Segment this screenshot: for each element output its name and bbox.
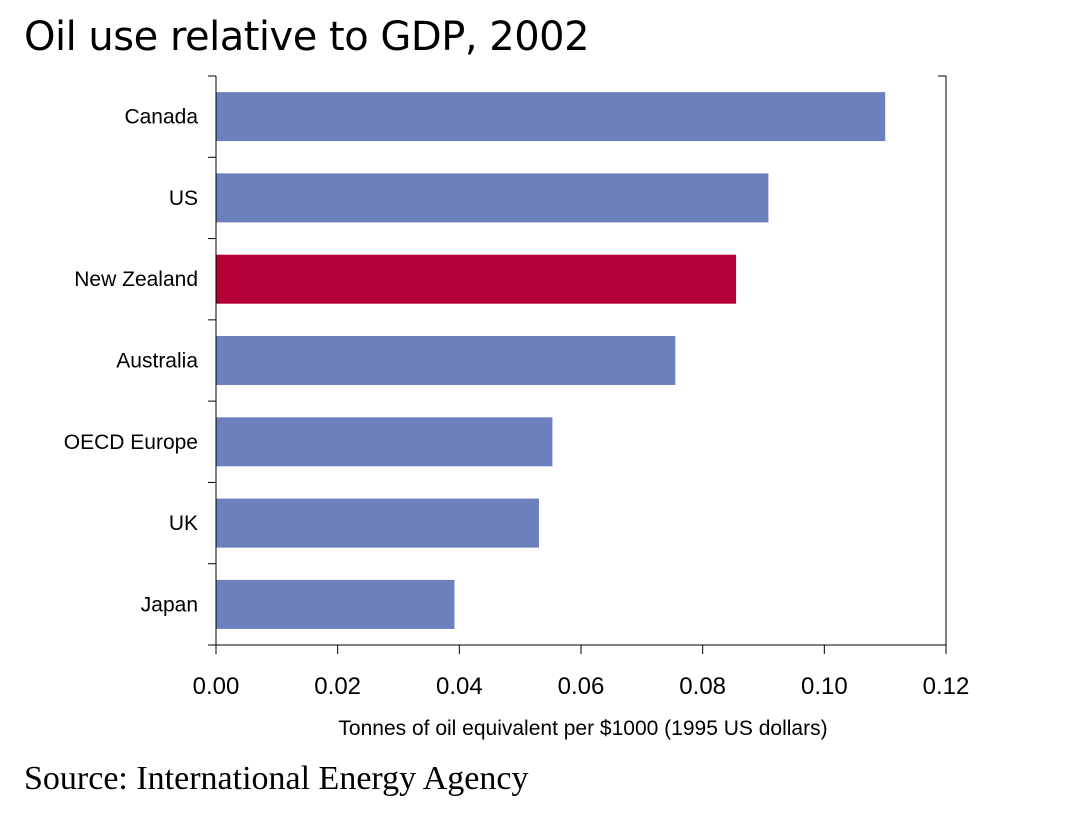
bar-new-zealand [216,254,737,304]
bar-oecd-europe [216,417,553,467]
chart-title: Oil use relative to GDP, 2002 [24,14,590,60]
bar-japan [216,579,455,629]
x-axis-title: Tonnes of oil equivalent per $1000 (1995… [338,717,827,740]
category-label: UK [169,512,198,535]
category-label: US [169,187,198,210]
category-label: Australia [116,350,198,373]
x-tick-label: 0.02 [314,673,361,700]
bars-group [216,92,886,629]
bar-us [216,173,769,223]
category-label: Japan [141,593,198,616]
category-label: New Zealand [74,268,198,291]
source-note: Source: International Energy Agency [24,760,529,797]
labels-group: Canada US New Zealand Australia OECD Europe U… [64,106,970,740]
bar-canada [216,92,886,142]
x-tick-label: 0.12 [923,673,970,700]
x-tick-label: 0.08 [679,673,726,700]
x-tick-label: 0.00 [193,673,240,700]
category-label: OECD Europe [64,431,198,454]
axes-group [208,75,947,654]
bar-australia [216,336,676,385]
x-tick-label: 0.04 [436,673,483,700]
bar-uk [216,498,539,548]
x-tick-label: 0.10 [801,673,848,700]
x-tick-label: 0.06 [558,673,605,700]
category-label: Canada [124,106,198,129]
